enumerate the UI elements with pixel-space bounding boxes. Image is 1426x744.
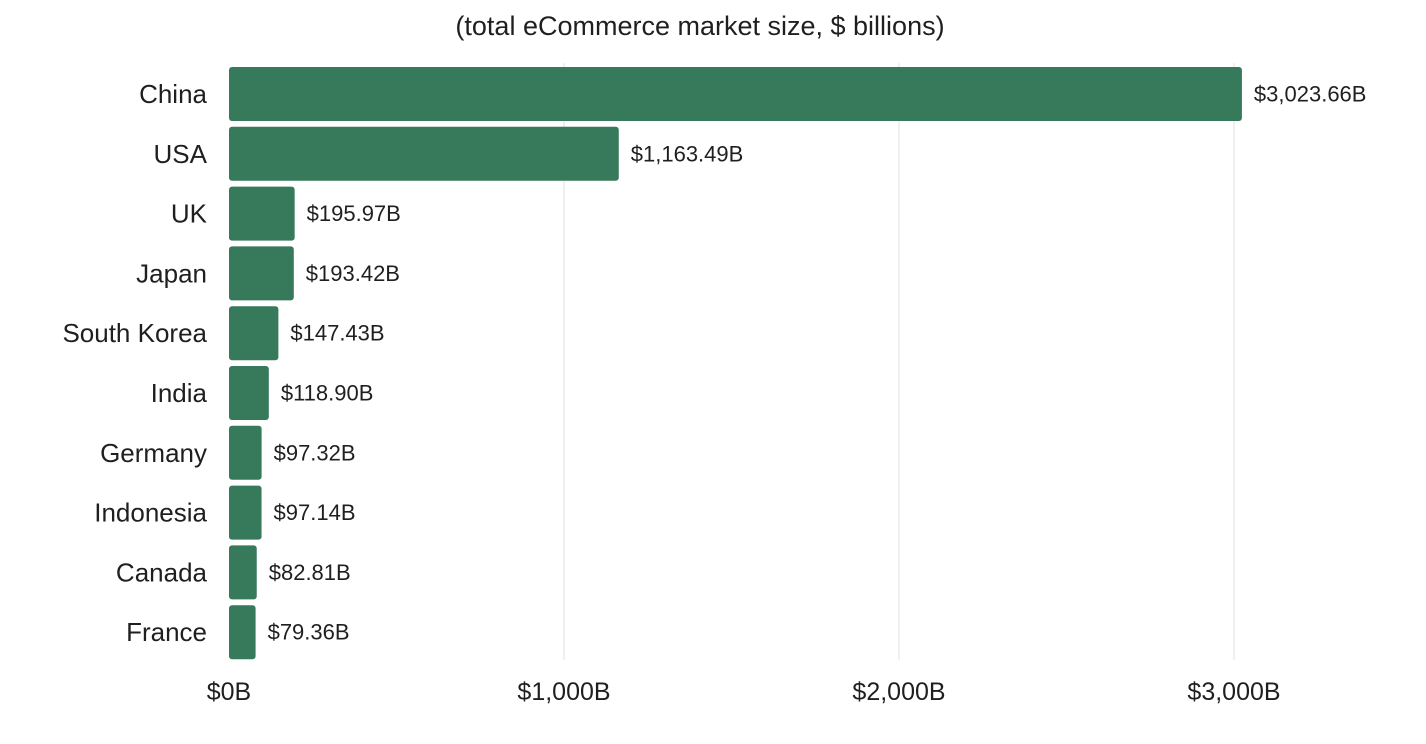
bar [229,605,256,660]
data-label: $195.97B [307,201,401,226]
category-label: Japan [136,258,207,288]
category-labels: China USA UK Japan South Korea India Germany In… [62,79,207,647]
data-label: $97.32B [274,440,356,465]
bar [229,366,269,420]
bars [229,67,1242,660]
chart-subtitle: (total eCommerce market size, $ billions… [455,11,944,41]
data-labels: $3,023.66B $1,163.49B $195.97B $193.42B $147… [268,82,1367,645]
category-label: Canada [116,557,208,587]
bar [229,545,257,600]
data-label: $3,023.66B [1254,82,1367,107]
data-label: $118.90B [281,381,374,406]
category-label: UK [171,199,208,229]
data-label: $1,163.49B [631,141,744,166]
data-label: $97.14B [274,500,356,525]
x-tick-label: $3,000B [1187,678,1280,706]
bar [229,126,619,181]
category-label: India [151,378,208,408]
category-label: Germany [100,438,207,468]
bar [229,246,294,301]
data-label: $193.42B [306,261,400,286]
bar [229,67,1242,121]
bar [229,186,295,241]
data-label: $79.36B [268,620,350,645]
x-tick-label: $0B [207,678,251,706]
data-label: $82.81B [269,560,351,585]
bar [229,306,279,361]
category-label: Indonesia [94,498,207,528]
category-label: France [126,617,207,647]
bar [229,485,262,540]
bar [229,425,262,480]
category-label: South Korea [62,318,207,348]
x-tick-label: $2,000B [852,678,945,706]
x-axis-tick-labels: $0B $1,000B $2,000B $3,000B [207,678,1281,706]
category-label: China [139,79,207,109]
data-label: $147.43B [290,321,384,346]
category-label: USA [154,139,208,169]
x-tick-label: $1,000B [517,678,610,706]
